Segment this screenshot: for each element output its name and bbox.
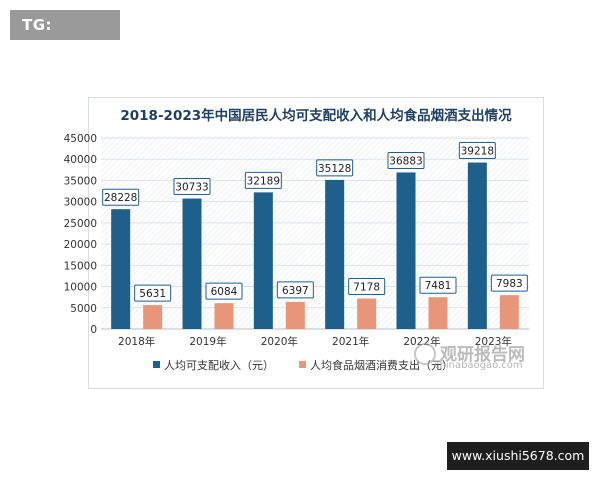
data-label-food: 7481 — [425, 280, 452, 292]
y-tick-label: 25000 — [64, 218, 97, 230]
bar-food-spending — [499, 295, 519, 329]
data-label-income: 36883 — [389, 155, 422, 167]
data-label-box — [348, 278, 386, 296]
tg-badge: TG: MYYJJPP — [10, 10, 120, 64]
legend-swatch-food — [299, 361, 306, 368]
bar-food-spending — [428, 297, 448, 329]
data-label-box — [205, 282, 243, 300]
y-tick-label: 35000 — [64, 175, 97, 187]
y-tick-label: 15000 — [64, 260, 97, 272]
y-tick-label: 30000 — [64, 197, 97, 209]
data-label-box — [316, 159, 354, 177]
y-tick-label: 5000 — [70, 303, 97, 315]
bar-food-spending — [214, 303, 234, 329]
data-label-box — [244, 171, 282, 189]
bar-food-spending — [285, 301, 305, 329]
watermark-eye-icon — [414, 343, 436, 365]
bar-chart: 2018-2023年中国居民人均可支配收入和人均食品烟酒支出情况 28228 563… — [101, 107, 529, 372]
y-tick-label: 40000 — [64, 154, 97, 166]
data-label-income: 28228 — [104, 192, 137, 204]
watermark-logo: 观研报告网 chinabaogao.com — [410, 340, 540, 374]
x-tick-label: 2018年 — [118, 335, 155, 348]
bar-food-spending — [143, 305, 163, 329]
legend-label-income: 人均可支配收入（元） — [164, 358, 274, 372]
data-label-food: 7178 — [353, 282, 380, 294]
bar-income — [467, 162, 487, 329]
data-label-box — [419, 276, 457, 294]
y-tick-label: 45000 — [64, 133, 97, 145]
data-label-box — [134, 284, 172, 302]
chart-title: 2018-2023年中国居民人均可支配收入和人均食品烟酒支出情况 — [120, 107, 512, 124]
data-label-box — [102, 188, 140, 206]
chart-card: 2018-2023年中国居民人均可支配收入和人均食品烟酒支出情况 28228 563… — [88, 97, 544, 389]
data-label-income: 30733 — [175, 182, 208, 194]
bar-income — [111, 209, 131, 329]
data-label-income: 35128 — [318, 163, 351, 175]
plot-background — [101, 136, 529, 329]
watermark-url: chinabaogao.com — [434, 360, 523, 371]
site-badge: www.xiushi5678.com — [447, 442, 589, 470]
data-label-food: 7983 — [496, 278, 523, 290]
bar-income — [253, 192, 273, 329]
bar-income — [182, 198, 202, 329]
y-axis: 0 5000 10000 15000 20000 25000 30000 35000 40000… — [64, 133, 97, 336]
data-label-box — [490, 274, 528, 292]
data-label-food: 5631 — [139, 288, 166, 300]
data-label-income: 32189 — [247, 175, 280, 187]
data-label-food: 6084 — [211, 286, 238, 298]
bar-food-spending — [357, 298, 377, 329]
data-label-box — [173, 178, 211, 196]
y-tick-label: 10000 — [64, 282, 97, 294]
y-tick-label: 20000 — [64, 239, 97, 251]
x-tick-label: 2023年 — [475, 335, 512, 348]
data-label-box — [387, 151, 425, 169]
x-tick-label: 2019年 — [189, 335, 226, 348]
watermark-name: 观研报告网 — [440, 345, 525, 365]
x-tick-label: 2020年 — [261, 335, 298, 348]
legend-swatch-income — [153, 361, 160, 368]
data-label-box — [458, 142, 496, 160]
bar-income — [396, 172, 416, 329]
data-label-income: 39218 — [461, 146, 494, 158]
data-label-box — [276, 281, 314, 299]
data-label-food: 6397 — [282, 285, 309, 297]
y-tick-label: 0 — [90, 324, 97, 336]
bar-income — [325, 179, 345, 329]
x-tick-label: 2021年 — [332, 335, 369, 348]
